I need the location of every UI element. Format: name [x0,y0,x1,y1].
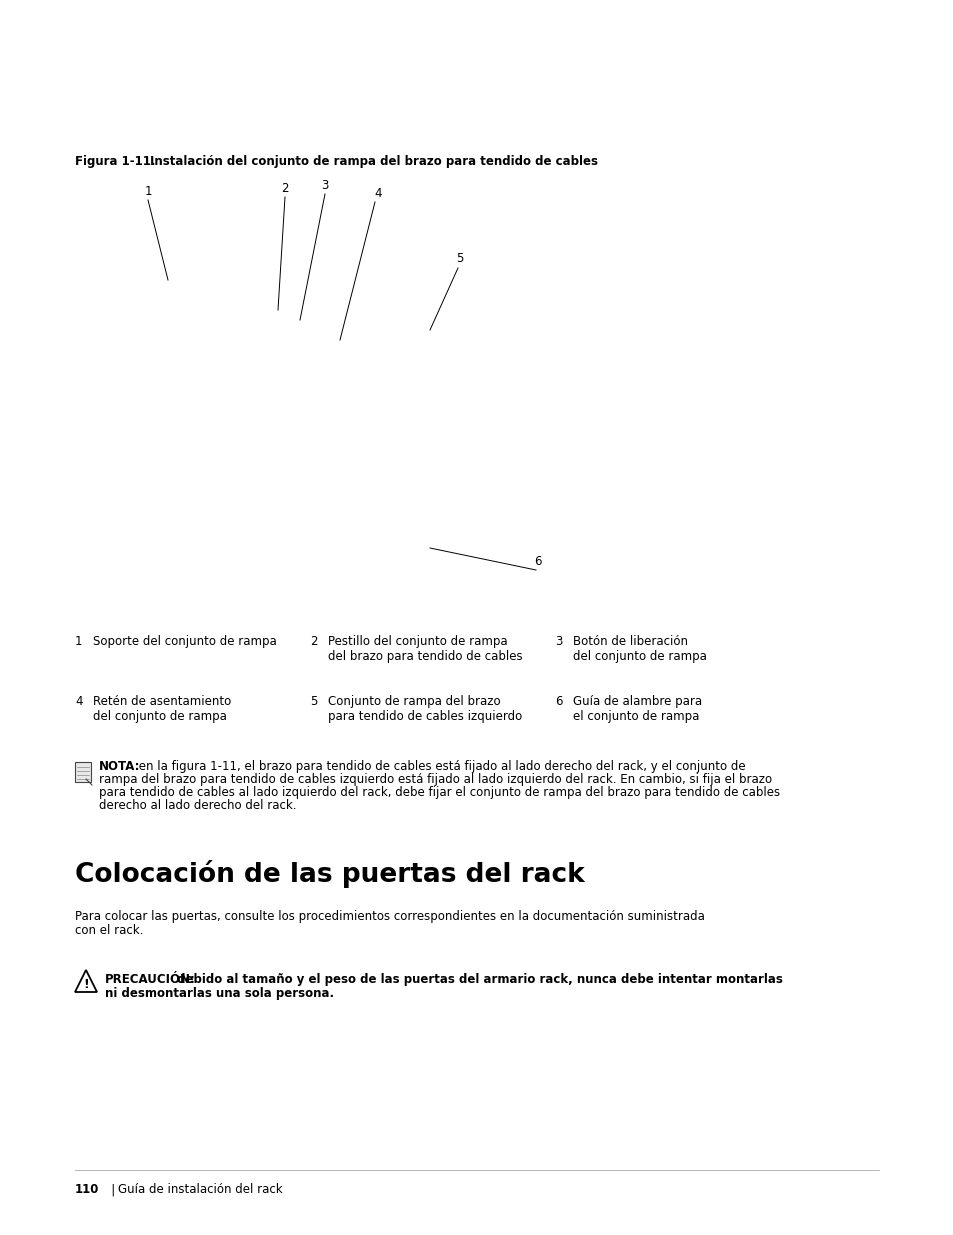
Text: en la figura 1-11, el brazo para tendido de cables está fijado al lado derecho d: en la figura 1-11, el brazo para tendido… [135,760,745,773]
Text: 4: 4 [75,695,82,708]
Text: Botón de liberación: Botón de liberación [573,635,687,648]
Text: derecho al lado derecho del rack.: derecho al lado derecho del rack. [99,799,296,811]
Text: con el rack.: con el rack. [75,924,143,937]
Text: Guía de instalación del rack: Guía de instalación del rack [118,1183,282,1195]
FancyBboxPatch shape [75,762,91,782]
Text: del conjunto de rampa: del conjunto de rampa [573,650,706,663]
Text: del conjunto de rampa: del conjunto de rampa [92,710,227,722]
Text: Figura 1-11.: Figura 1-11. [75,156,155,168]
Text: debido al tamaño y el peso de las puertas del armario rack, nunca debe intentar : debido al tamaño y el peso de las puerta… [172,973,782,986]
Text: 3: 3 [321,179,329,191]
Text: rampa del brazo para tendido de cables izquierdo está fijado al lado izquierdo d: rampa del brazo para tendido de cables i… [99,773,771,785]
Text: 4: 4 [374,186,381,200]
Text: 6: 6 [534,555,541,568]
Text: 1: 1 [144,185,152,198]
Text: Pestillo del conjunto de rampa: Pestillo del conjunto de rampa [328,635,507,648]
Text: 2: 2 [310,635,317,648]
Text: 5: 5 [310,695,317,708]
Text: Conjunto de rampa del brazo: Conjunto de rampa del brazo [328,695,500,708]
Text: 3: 3 [555,635,561,648]
Text: 6: 6 [555,695,562,708]
Text: 5: 5 [456,252,463,266]
Text: ni desmontarlas una sola persona.: ni desmontarlas una sola persona. [105,987,334,1000]
Text: Colocación de las puertas del rack: Colocación de las puertas del rack [75,860,584,888]
Text: del brazo para tendido de cables: del brazo para tendido de cables [328,650,522,663]
Text: !: ! [83,978,89,992]
Text: 110: 110 [75,1183,99,1195]
Text: 2: 2 [281,182,289,195]
Text: Soporte del conjunto de rampa: Soporte del conjunto de rampa [92,635,276,648]
Text: PRECAUCIÓN:: PRECAUCIÓN: [105,973,195,986]
Text: Retén de asentamiento: Retén de asentamiento [92,695,231,708]
Text: Para colocar las puertas, consulte los procedimientos correspondientes en la doc: Para colocar las puertas, consulte los p… [75,910,704,923]
Polygon shape [75,969,97,992]
Text: el conjunto de rampa: el conjunto de rampa [573,710,699,722]
Text: Instalación del conjunto de rampa del brazo para tendido de cables: Instalación del conjunto de rampa del br… [150,156,598,168]
Text: 1: 1 [75,635,82,648]
Text: para tendido de cables izquierdo: para tendido de cables izquierdo [328,710,521,722]
Text: Guía de alambre para: Guía de alambre para [573,695,701,708]
Text: NOTA:: NOTA: [99,760,140,773]
Text: para tendido de cables al lado izquierdo del rack, debe fijar el conjunto de ram: para tendido de cables al lado izquierdo… [99,785,780,799]
Text: |: | [100,1183,115,1195]
